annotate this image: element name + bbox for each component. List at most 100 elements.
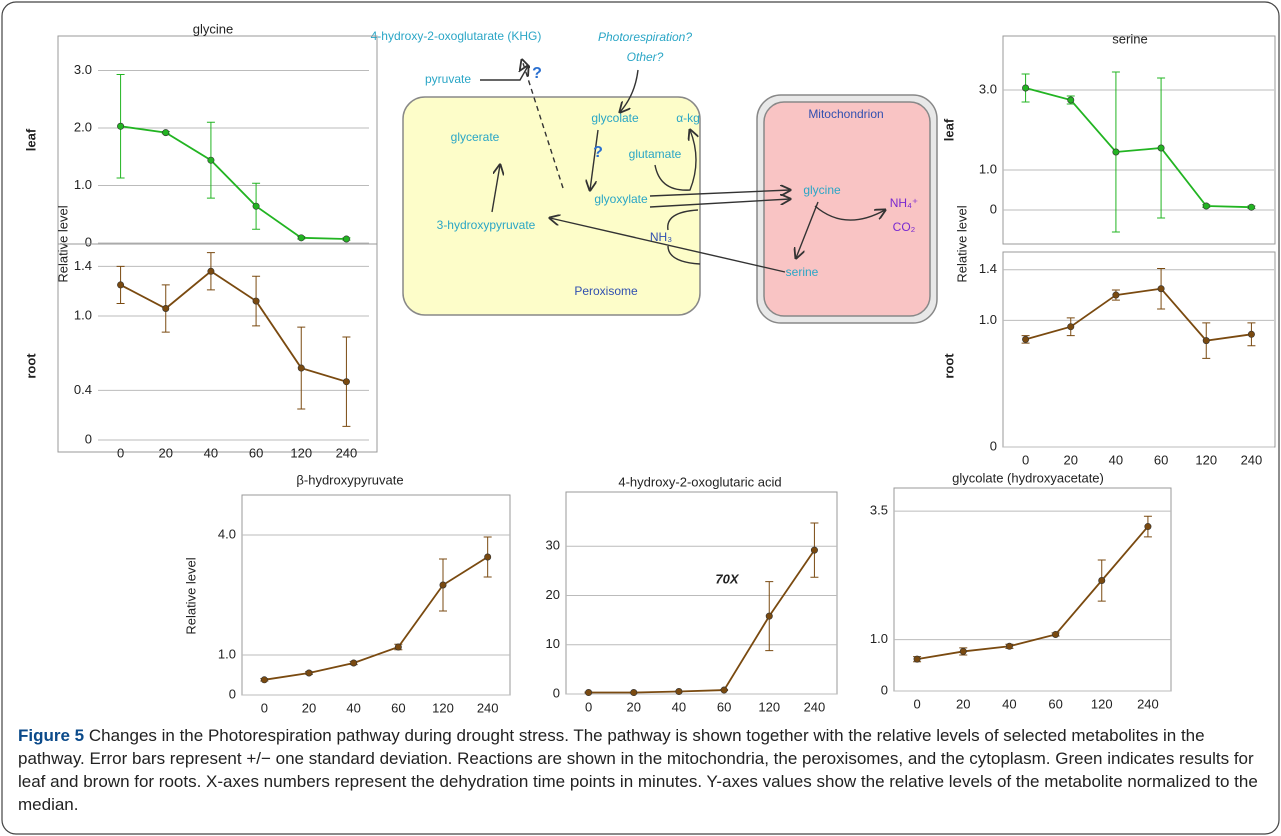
plot-frame (242, 495, 510, 695)
point (1248, 331, 1254, 337)
point (676, 688, 682, 694)
node-label: glyoxylate (594, 192, 648, 206)
node-label: NH₄⁺ (890, 196, 919, 210)
point (1158, 286, 1164, 292)
point (208, 157, 214, 163)
node-label: ? (593, 144, 603, 161)
y-axis-label: Relative level (954, 205, 969, 282)
row-label: leaf (23, 128, 38, 151)
point (1099, 577, 1105, 583)
y-tick-label: 1.0 (74, 307, 92, 322)
point (631, 689, 637, 695)
point (208, 268, 214, 274)
point (1022, 336, 1028, 342)
x-tick-label: 60 (391, 700, 405, 715)
point (585, 689, 591, 695)
node-label: Mitochondrion (808, 107, 883, 121)
y-tick-label: 30 (546, 538, 560, 553)
annotation: 70X (715, 571, 739, 586)
point (1068, 97, 1074, 103)
point (343, 378, 349, 384)
node-label: glycine (803, 183, 841, 197)
plot-frame (1003, 36, 1275, 244)
x-tick-label: 120 (432, 700, 454, 715)
y-tick-label: 0 (229, 686, 236, 701)
point (1022, 85, 1028, 91)
x-tick-label: 0 (913, 696, 920, 711)
line (264, 557, 487, 680)
x-tick-label: 20 (627, 699, 641, 714)
y-tick-label: 0 (881, 682, 888, 697)
page: 4-hydroxy-2-oxoglutarate (KHG) Photoresp… (0, 0, 1281, 836)
chart-title: glycolate (hydroxyacetate) (952, 470, 1104, 485)
point (350, 660, 356, 666)
node-label: glycolate (591, 111, 639, 125)
x-tick-label: 0 (585, 699, 592, 714)
x-tick-label: 0 (117, 445, 124, 460)
row-label: root (941, 353, 956, 379)
point (1113, 149, 1119, 155)
point (440, 582, 446, 588)
x-tick-label: 240 (1137, 696, 1159, 711)
y-tick-label: 0 (85, 431, 92, 446)
y-tick-label: 10 (546, 636, 560, 651)
node-label: glycerate (451, 130, 500, 144)
node-label: NH₃ (650, 230, 672, 244)
chart-title: serine (1112, 31, 1147, 46)
x-tick-label: 240 (477, 700, 499, 715)
plot-frame (58, 36, 377, 244)
chart-title: β-hydroxypyruvate (296, 472, 403, 487)
point (1145, 523, 1151, 529)
x-tick-label: 20 (956, 696, 970, 711)
y-tick-label: 1.0 (979, 161, 997, 176)
node-label: serine (786, 265, 819, 279)
line (121, 271, 347, 381)
point (117, 123, 123, 129)
y-tick-label: 0 (990, 438, 997, 453)
x-tick-label: 40 (346, 700, 360, 715)
point (1068, 324, 1074, 330)
y-tick-label: 3.0 (979, 81, 997, 96)
y-tick-label: 0 (553, 685, 560, 700)
point (1203, 337, 1209, 343)
y-axis-label: Relative level (183, 557, 198, 634)
point (721, 687, 727, 693)
diagram: 4-hydroxy-2-oxoglutarate (KHG) Photoresp… (371, 29, 937, 323)
point (811, 547, 817, 553)
x-tick-label: 240 (804, 699, 826, 714)
y-tick-label: 20 (546, 587, 560, 602)
point (1248, 204, 1254, 210)
y-tick-label: 0.4 (74, 382, 92, 397)
x-tick-label: 240 (1241, 452, 1263, 467)
line (1026, 289, 1252, 341)
x-tick-label: 120 (290, 445, 312, 460)
x-tick-label: 60 (1154, 452, 1168, 467)
x-tick-label: 40 (1109, 452, 1123, 467)
point (343, 236, 349, 242)
x-tick-label: 20 (159, 445, 173, 460)
caption: Figure 5 Changes in the Photorespiration… (18, 724, 1268, 816)
line (589, 550, 815, 692)
y-tick-label: 1.0 (979, 312, 997, 327)
point (1006, 643, 1012, 649)
point (395, 644, 401, 650)
row-label: leaf (941, 118, 956, 141)
node-label: pyruvate (425, 72, 471, 86)
y-tick-label: 0 (85, 234, 92, 249)
y-tick-label: 1.4 (979, 261, 997, 276)
node-label: glutamate (629, 147, 682, 161)
plot-frame (1003, 252, 1275, 447)
caption-text: Changes in the Photorespiration pathway … (18, 726, 1258, 814)
x-tick-label: 40 (204, 445, 218, 460)
node-label: 3-hydroxypyruvate (437, 218, 536, 232)
node-label: Other? (627, 50, 664, 64)
node-label: α-kg (676, 111, 700, 125)
node-label: 4-hydroxy-2-oxoglutarate (KHG) (371, 29, 542, 43)
figure: 4-hydroxy-2-oxoglutarate (KHG) Photoresp… (0, 0, 1281, 836)
y-tick-label: 4.0 (218, 526, 236, 541)
point (1052, 631, 1058, 637)
y-tick-label: 1.4 (74, 258, 92, 273)
x-tick-label: 240 (336, 445, 358, 460)
node-label: CO₂ (893, 220, 916, 234)
point (1113, 292, 1119, 298)
